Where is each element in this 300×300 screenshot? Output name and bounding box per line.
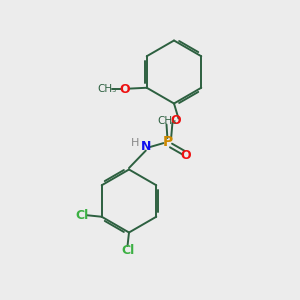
Text: Cl: Cl xyxy=(121,244,134,257)
Text: H: H xyxy=(131,138,139,148)
Text: P: P xyxy=(163,136,173,149)
Text: Cl: Cl xyxy=(76,209,89,222)
Text: N: N xyxy=(141,140,152,154)
Text: O: O xyxy=(170,113,181,127)
Text: CH₃: CH₃ xyxy=(97,84,116,94)
Text: O: O xyxy=(181,148,191,162)
Text: CH₃: CH₃ xyxy=(157,116,176,126)
Text: O: O xyxy=(120,83,130,96)
